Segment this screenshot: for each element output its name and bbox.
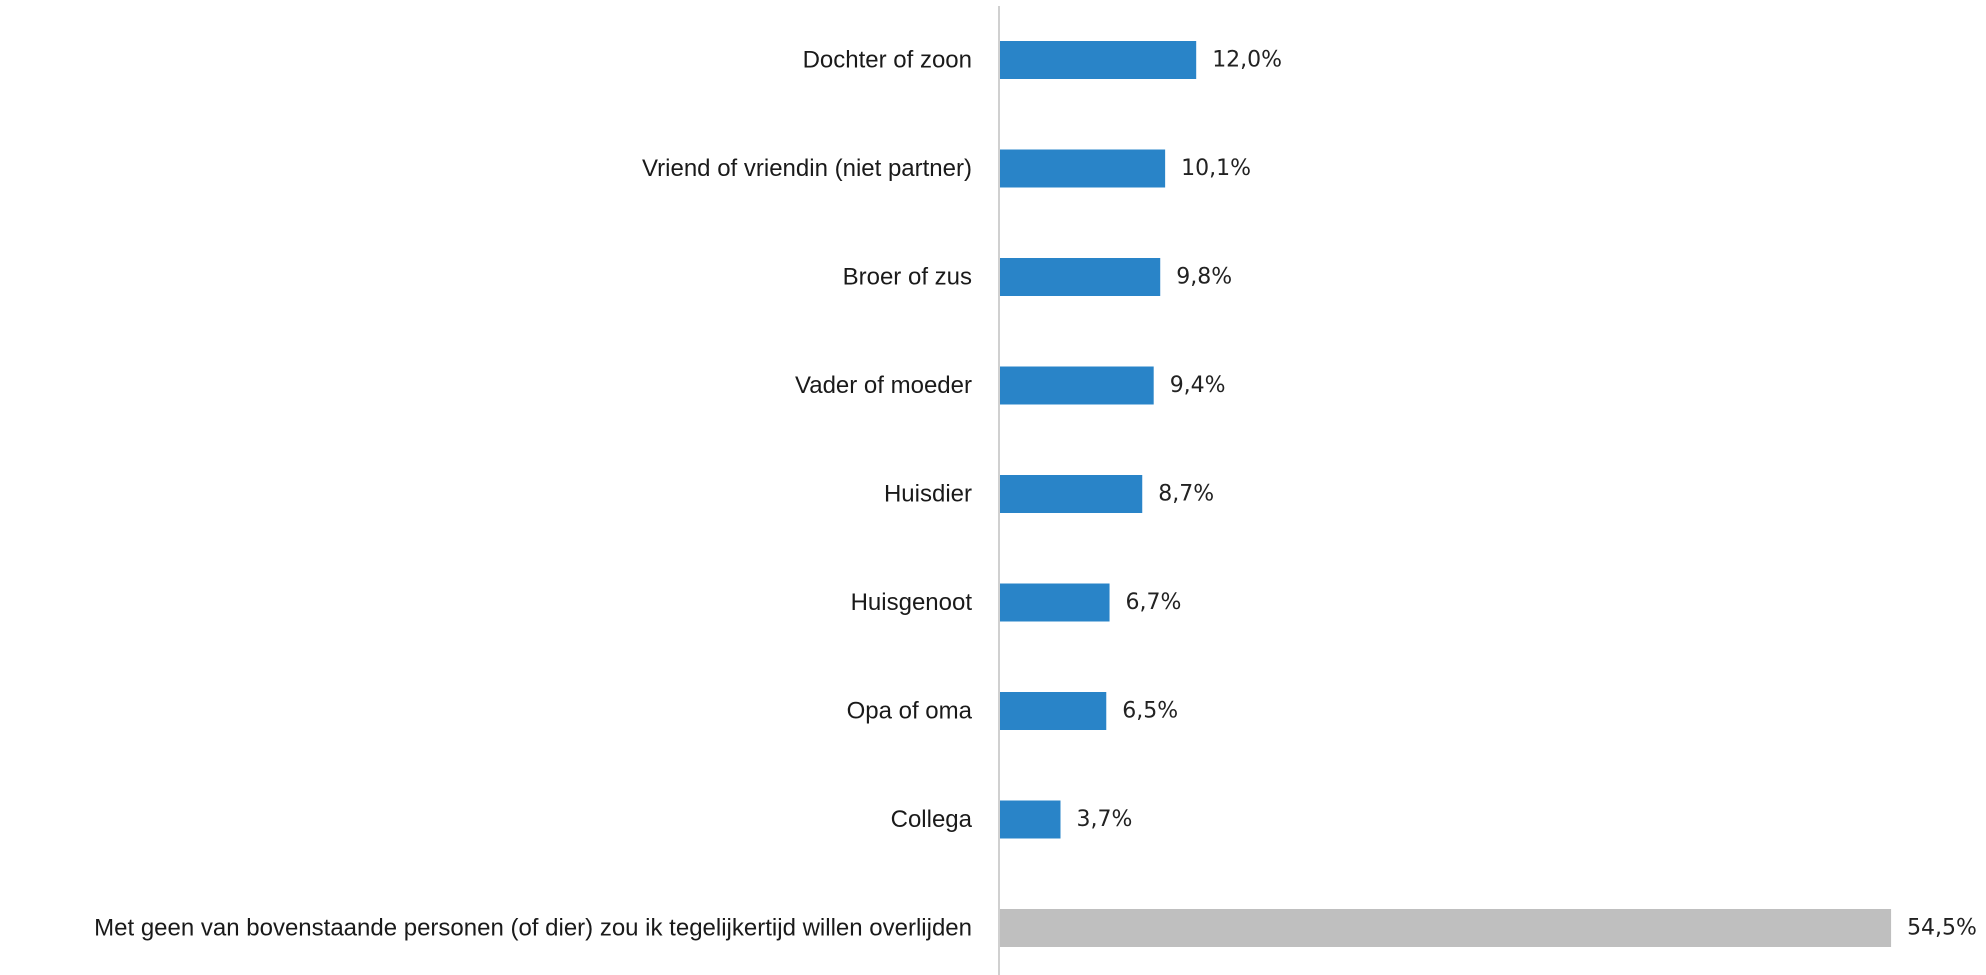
bar <box>1000 149 1166 188</box>
bar <box>1000 366 1154 405</box>
bar <box>1000 41 1197 79</box>
value-label: 9,4% <box>1170 373 1226 398</box>
value-label: 9,8% <box>1176 265 1232 290</box>
bars-group <box>1000 41 1892 947</box>
bar <box>1000 583 1110 622</box>
category-label: Vader of moeder <box>795 372 972 399</box>
bar <box>1000 692 1107 730</box>
category-label: Huisdier <box>884 481 972 508</box>
value-label: 3,7% <box>1076 807 1132 832</box>
value-label: 12,0% <box>1212 48 1282 73</box>
value-label: 10,1% <box>1181 156 1251 181</box>
bar <box>1000 800 1061 839</box>
category-label: Opa of oma <box>847 698 973 725</box>
value-labels-group: 12,0% 10,1% 9,8% 9,4% 8,7% 6,7% 6,5% 3,7% 54,5% <box>1076 48 1976 941</box>
category-label: Broer of zus <box>843 264 972 291</box>
bar <box>1000 258 1161 296</box>
category-label: Collega <box>891 806 973 833</box>
value-label: 6,7% <box>1126 590 1182 615</box>
category-label: Dochter of zoon <box>803 47 972 74</box>
category-labels-group: Dochter of zoon Vriend of vriendin (niet … <box>94 47 972 942</box>
value-label: 8,7% <box>1158 482 1214 507</box>
category-label: Met geen van bovenstaande personen (of d… <box>94 915 972 942</box>
value-label: 54,5% <box>1907 916 1977 941</box>
category-label: Huisgenoot <box>851 589 973 616</box>
bar <box>1000 909 1892 947</box>
bar <box>1000 475 1143 513</box>
value-label: 6,5% <box>1122 699 1178 724</box>
category-label: Vriend of vriendin (niet partner) <box>642 155 972 182</box>
